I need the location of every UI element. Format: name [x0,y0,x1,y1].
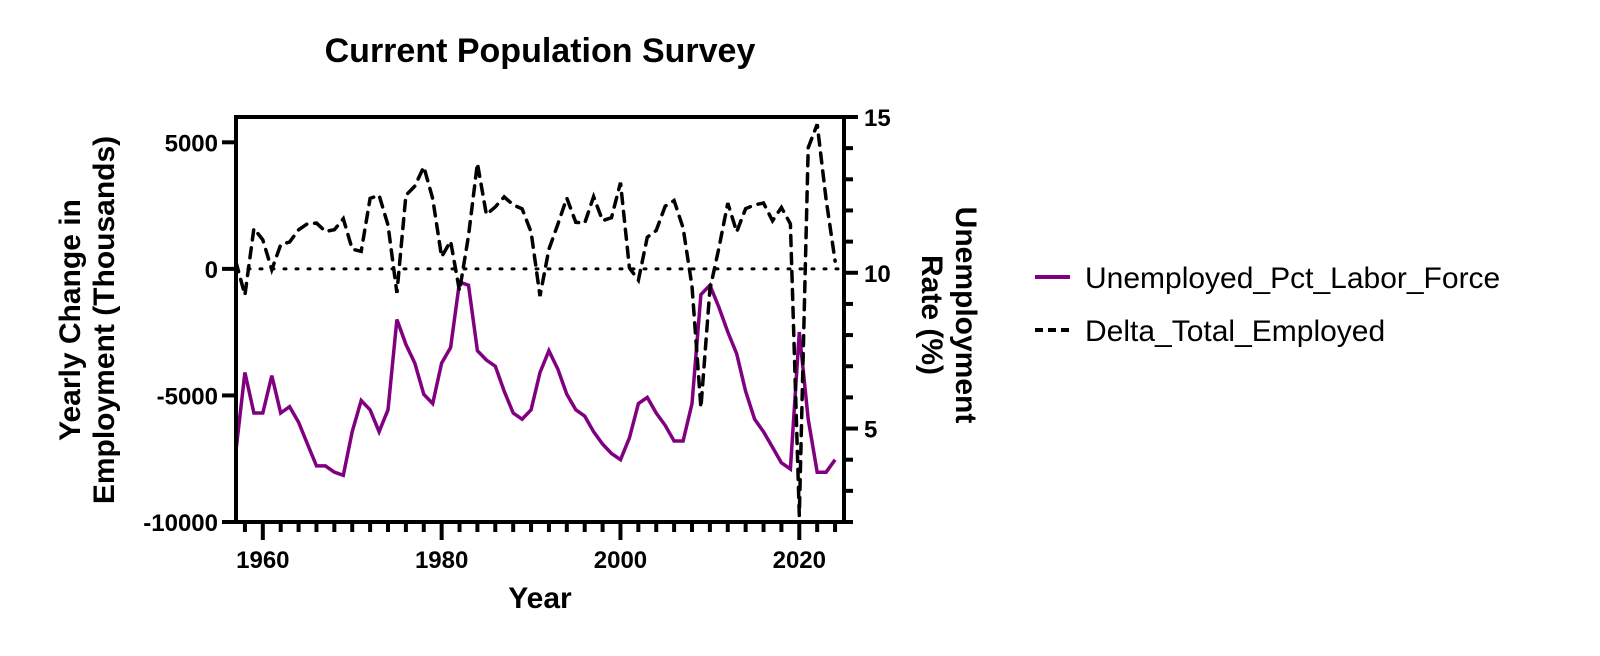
series-line-delta-total-employed [234,123,837,516]
legend: Unemployed_Pct_Labor_Force Delta_Total_E… [1035,262,1500,348]
chart-title: Current Population Survey [325,32,756,70]
y-axis-title: Yearly Change in Employment (Thousands) [54,136,121,504]
y-tick-label: 0 [205,257,218,284]
y2-axis-title: Unemployment Rate (%) [915,207,982,424]
y-tick-label: 5000 [165,130,218,157]
legend-label-delta-employed: Delta_Total_Employed [1085,315,1385,348]
y2-axis-title-line-2: Rate (%) [915,255,948,375]
y-axis-title-line-1: Yearly Change in [54,199,87,441]
x-tick-label: 1980 [415,547,468,574]
legend-item-unemployed: Unemployed_Pct_Labor_Force [1035,262,1500,295]
y2-tick-label: 10 [864,261,891,288]
series-line-unemployed-pct-labor-force [234,279,837,478]
legend-item-delta-employed: Delta_Total_Employed [1035,315,1385,348]
x-tick-label: 2000 [594,547,647,574]
y-tick-label: -5000 [157,383,218,410]
y2-tick-label: 5 [864,417,877,444]
x-axis-title: Year [508,582,572,615]
y-tick-label: -10000 [143,510,218,537]
legend-label-unemployed: Unemployed_Pct_Labor_Force [1085,262,1500,295]
plot-area: 1960 1980 2000 2020 5000 0 -5000 -10000 15 10 5 [143,105,890,574]
x-tick-label: 2020 [773,547,826,574]
x-tick-label: 1960 [236,547,289,574]
y2-axis-title-line-1: Unemployment [949,207,982,424]
y-axis-title-line-2: Employment (Thousands) [88,136,121,504]
y2-tick-label: 15 [864,105,891,132]
